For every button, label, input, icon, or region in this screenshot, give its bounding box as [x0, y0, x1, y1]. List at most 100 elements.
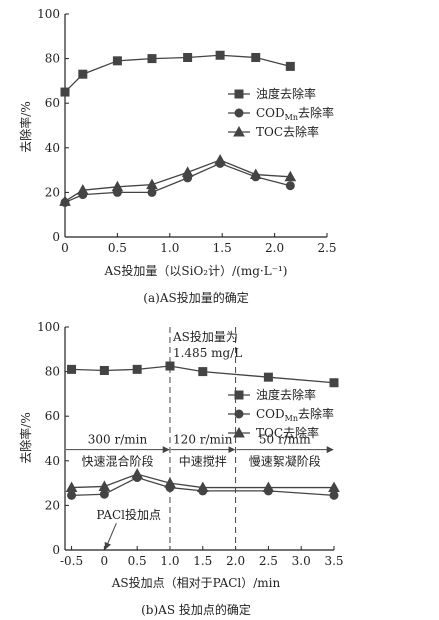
chart-a-series-2-line	[64, 159, 291, 202]
chart-b-series-2-point	[196, 481, 209, 493]
chart-b-ytick-label: 60	[45, 409, 60, 423]
chart-a-ytick-label: 0	[52, 230, 60, 244]
chart-b-legend-label: 浊度去除率	[256, 387, 316, 402]
chart-b-series-2-point	[164, 477, 176, 488]
chart-b-ytick-label: 0	[52, 543, 60, 557]
chart-b-series-2-point	[131, 468, 144, 479]
chart-a-legend-label: TOC去除率	[256, 124, 319, 139]
chart-a-series-0-point	[183, 52, 193, 62]
pacl-label: PACl投加点	[96, 507, 161, 522]
chart-b-xtick-label: 1.5	[193, 554, 212, 568]
chart-a-ytick-label: 100	[37, 7, 60, 21]
chart-b-ytick-label: 80	[45, 365, 60, 379]
pacl-arrow	[104, 523, 117, 550]
chart-a-series-2-point	[76, 184, 89, 195]
chart-a-series-1-point	[285, 181, 295, 191]
chart-a-series-2-point	[181, 166, 194, 177]
chart-a-caption: (a)AS投加量的确定	[143, 290, 248, 305]
chart-b-legend-marker	[234, 390, 244, 400]
chart-a-series-2-point	[249, 168, 262, 180]
chart-a-xtick-label: 0	[61, 241, 69, 255]
chart-b-series-0-point	[165, 361, 175, 371]
chart-a-series-0-point	[285, 61, 295, 71]
chart-a-axes: 0 0.5 1.0 1.5 2.0 2.5 0 20 40 60 80 100	[37, 7, 336, 255]
chart-a-ytick-label: 40	[45, 141, 60, 155]
stage-name: 慢速絮凝阶段	[249, 454, 321, 469]
chart-b-xtick-label: 2.5	[259, 554, 278, 568]
chart-b-series-1-point	[67, 490, 77, 500]
chart-b-xtick-label: 3.5	[324, 554, 343, 568]
chart-a-series-0-point	[147, 54, 157, 64]
chart-a-xtick-label: 2.5	[317, 241, 336, 255]
chart-a-series-0-point	[112, 56, 122, 66]
chart-a-series-1-line	[64, 162, 291, 204]
dose-annotation-value: 1.485 mg/L	[173, 346, 242, 360]
chart-a-ytick-label: 80	[45, 52, 60, 66]
chart-b-xtick-label: 3.0	[292, 554, 311, 568]
chart-b-xlabel: AS投加点（相对于PACl）/min	[111, 575, 281, 590]
stage-speed: 50 r/min	[259, 433, 311, 447]
chart-b-series-0-point	[132, 364, 142, 374]
chart-b-series-2-point	[328, 481, 340, 493]
chart-b-legend: 浊度去除率 CODMn去除率 TOC去除率	[228, 387, 334, 440]
chart-a-series-0-point	[215, 50, 225, 60]
chart-a-ytick-label: 60	[45, 96, 60, 110]
chart-b-ytick-label: 100	[37, 320, 60, 334]
chart-a-series-2-point	[214, 154, 226, 165]
chart-b-ylabel: 去除率/%	[18, 412, 33, 463]
chart-b-xtick-label: 1.0	[160, 554, 179, 568]
chart-a-xtick-label: 2.0	[265, 241, 284, 255]
chart-a-series-1-point	[147, 187, 157, 197]
chart-a-series-2-point	[111, 180, 124, 192]
stage-speed: 120 r/min	[173, 433, 233, 447]
chart-a-series-0-point	[60, 87, 70, 97]
chart-b-legend-label: CODMn去除率	[256, 406, 334, 423]
chart-b-series-2-point	[65, 481, 78, 493]
chart-a-legend-marker	[233, 125, 245, 137]
chart-a: 0 0.5 1.0 1.5 2.0 2.5 0 20 40 60 80 100 浊度去除率 CODMn去…	[18, 7, 337, 305]
chart-a-series-0-point	[78, 69, 88, 79]
chart-a-series-2-point	[59, 195, 71, 206]
stage-speed: 300 r/min	[88, 433, 148, 447]
chart-a-legend-label: 浊度去除率	[256, 86, 316, 101]
chart-b-series-2-point	[98, 480, 111, 491]
chart-b-series-1-point	[99, 489, 109, 499]
chart-b-series-0-point	[198, 367, 208, 377]
chart-a-series-2-point	[284, 170, 297, 182]
chart-b-series-0-point	[99, 365, 109, 375]
chart-b-caption: (b)AS 投加点的确定	[141, 602, 251, 617]
stage-name: 中速搅拌	[179, 454, 227, 469]
chart-a-xlabel: AS投加量（以SiO₂计）/(mg·L⁻¹)	[104, 263, 288, 278]
chart-b-series-0-point	[67, 364, 77, 374]
chart-b-xtick-label: 2.0	[226, 554, 245, 568]
chart-b-series-0-point	[263, 372, 273, 382]
chart-b-xtick-label: -0.5	[60, 554, 83, 568]
chart-a-xtick-label: 1.0	[160, 241, 179, 255]
chart-a-legend-marker	[234, 89, 244, 99]
chart-a-xtick-label: 1.5	[213, 241, 232, 255]
chart-b-series-1-point	[329, 490, 339, 500]
chart-b-legend-label: TOC去除率	[256, 425, 319, 440]
chart-b-xtick-label: 0.5	[128, 554, 147, 568]
chart-a-ytick-label: 20	[45, 185, 60, 199]
stage-name: 快速混合阶段	[81, 454, 153, 469]
dose-annotation: AS投加量为	[172, 329, 238, 344]
chart-b-legend-marker	[234, 409, 244, 419]
chart-a-series-0-line	[64, 54, 291, 93]
chart-b-annotations: AS投加量为 1.485 mg/L 300 r/min 快速混合阶段 120 r/min…	[66, 327, 334, 550]
chart-a-xtick-label: 0.5	[108, 241, 127, 255]
chart-a-series-0-point	[251, 52, 261, 62]
chart-a-series-2-point	[146, 178, 158, 190]
chart-a-legend-marker	[234, 108, 244, 118]
chart-a-ylabel: 去除率/%	[18, 101, 33, 152]
chart-b-ytick-label: 20	[45, 498, 60, 512]
chart-b-series-2-point	[262, 481, 275, 493]
chart-b-ytick-label: 40	[45, 454, 60, 468]
chart-b-legend-marker	[233, 426, 245, 438]
chart-b-xtick-label: 0	[101, 554, 109, 568]
chart-b-series-0-point	[329, 378, 339, 388]
